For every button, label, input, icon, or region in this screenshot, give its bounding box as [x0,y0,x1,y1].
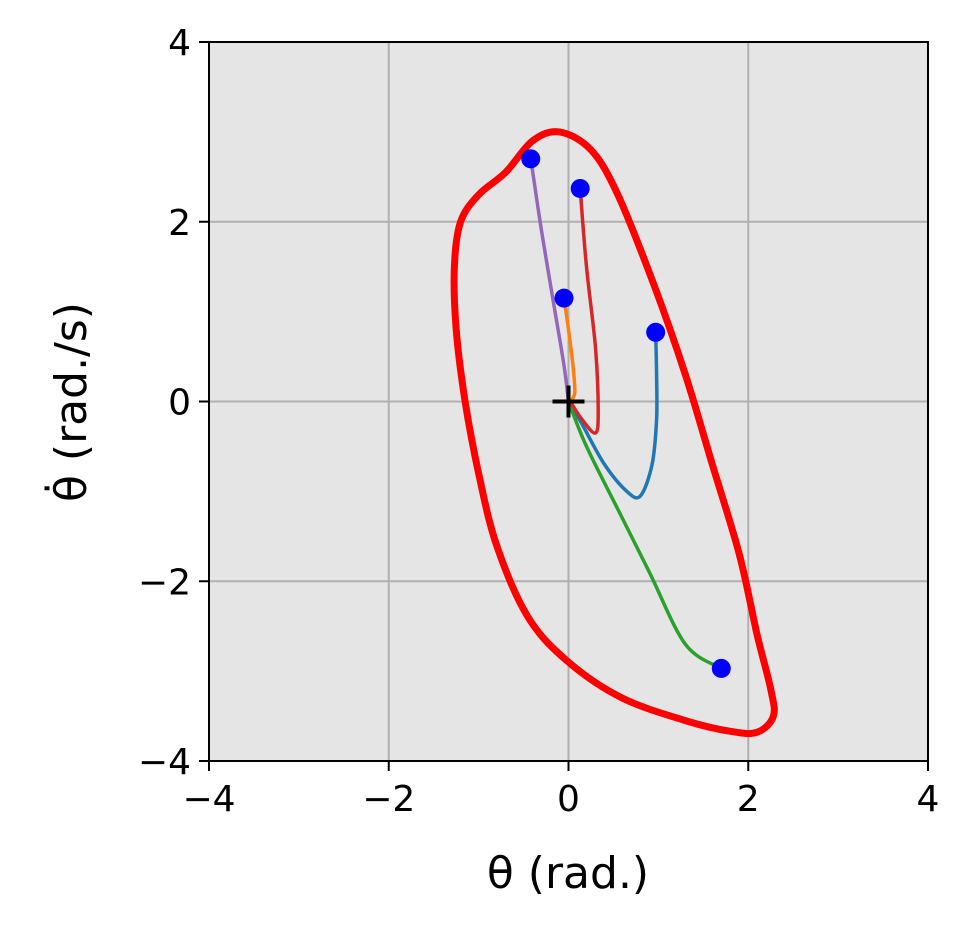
y-tick-label: −2 [138,562,191,603]
y-tick-label: 0 [168,383,191,424]
start-point-2 [554,288,574,308]
trajectory-line-4 [568,186,600,435]
trajectory-line-5 [529,157,571,404]
start-point-3 [711,658,731,678]
trajectory-line-1 [566,330,659,500]
y-axis-label: θ̇ (rad./s) [43,302,97,502]
x-axis-label: θ (rad.) [487,848,649,899]
start-point-1 [646,322,666,342]
boundary-curve [450,128,778,738]
y-tick-label: −4 [138,742,191,783]
axis-ticks: −4 −2 0 2 4 −4 −2 0 2 4 [138,23,940,820]
trajectories [529,157,724,671]
start-point-5 [521,149,541,169]
y-tick-label: 2 [168,203,191,244]
stability-boundary [450,128,778,738]
x-tick-label: 2 [737,779,760,820]
x-tick-label: −2 [362,779,415,820]
y-tick-label: 4 [168,23,191,64]
x-tick-label: 4 [917,779,940,820]
x-tick-label: 0 [557,779,580,820]
start-markers [521,149,731,678]
x-tick-label: −4 [182,779,235,820]
equilibrium-marker [552,385,585,418]
start-point-4 [570,178,590,198]
trajectory-line-3 [566,399,724,671]
trajectory-line-2 [562,296,577,404]
